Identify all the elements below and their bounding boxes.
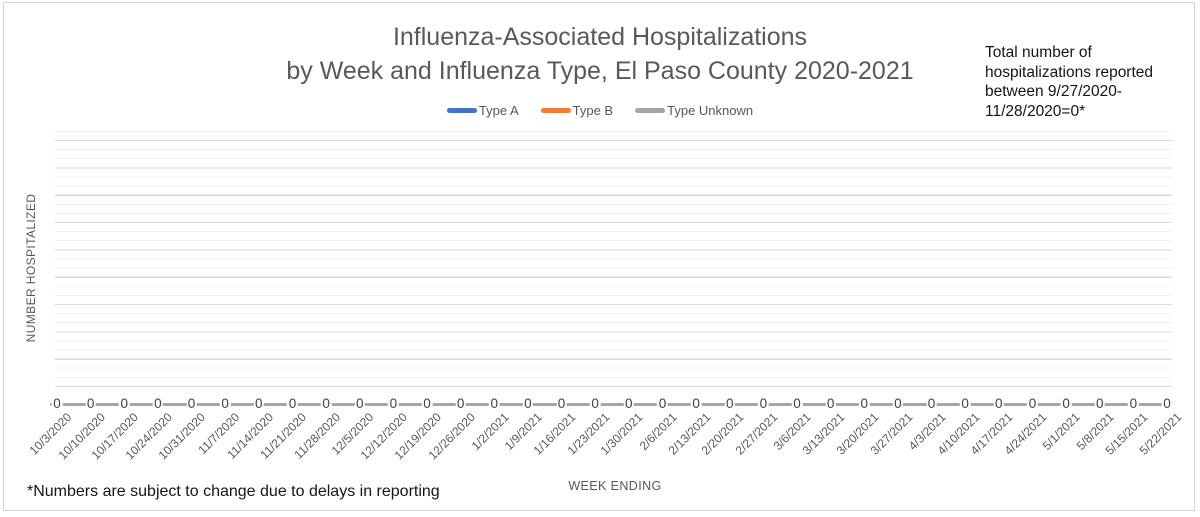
data-label: 0 [287,396,298,411]
y-axis-title: NUMBER HOSPITALIZED [24,193,38,343]
data-label: 0 [993,396,1005,411]
data-label: 0 [85,396,96,411]
data-label: 0 [51,396,63,411]
data-label: 0 [421,396,433,411]
data-label: 0 [825,396,836,411]
data-label: 0 [724,396,735,411]
chart-title-line-2: by Week and Influenza Type, El Paso Coun… [286,57,914,85]
data-label: 0 [1094,396,1105,411]
data-label: 0 [253,396,265,411]
legend-line-swatch [635,108,666,113]
legend-item: Type B [540,103,614,118]
data-label: 0 [1060,396,1072,411]
legend-label: Type Unknown [667,103,754,118]
legend: Type A Type B Type Unknown [0,103,1200,118]
data-label: 0 [690,396,702,411]
data-label: 0 [1161,396,1173,411]
annotation-textbox: Total number of hospitalizations reporte… [985,44,1154,120]
legend-line-swatch [446,108,477,113]
legend-line-swatch [540,108,571,113]
data-label: 0 [556,396,567,411]
zero-value-series-line [50,403,1173,406]
data-label: 0 [186,396,197,411]
data-label: 0 [758,396,769,411]
data-label: 0 [589,396,601,411]
data-label: 0 [152,396,164,411]
data-label: 0 [926,396,937,411]
data-label: 0 [522,396,534,411]
data-label: 0 [657,396,668,411]
chart-title: Influenza-Associated Hospitalizations by… [0,20,1200,88]
data-label: 0 [320,396,332,411]
data-label: 0 [489,396,500,411]
data-label: 0 [859,396,870,411]
data-label: 0 [892,396,904,411]
x-axis-title: WEEK ENDING [568,479,662,493]
data-label: 0 [791,396,803,411]
data-label: 0 [388,396,399,411]
legend-label: Type B [572,103,614,118]
data-label: 0 [623,396,635,411]
data-label: 0 [354,396,365,411]
plot-gridlines [55,140,1172,389]
legend-item: Type Unknown [635,103,753,118]
data-label: 0 [1128,396,1139,411]
footnote: *Numbers are subject to change due to de… [27,483,440,500]
data-label: 0 [455,396,466,411]
data-label: 0 [959,396,971,411]
legend-label: Type A [478,103,519,118]
chart-title-line-1: Influenza-Associated Hospitalizations [392,23,808,51]
data-label: 0 [1027,396,1038,411]
legend-item: Type A [446,103,519,118]
data-label: 0 [119,396,130,411]
data-label: 0 [219,396,231,411]
gridline [55,131,1172,132]
